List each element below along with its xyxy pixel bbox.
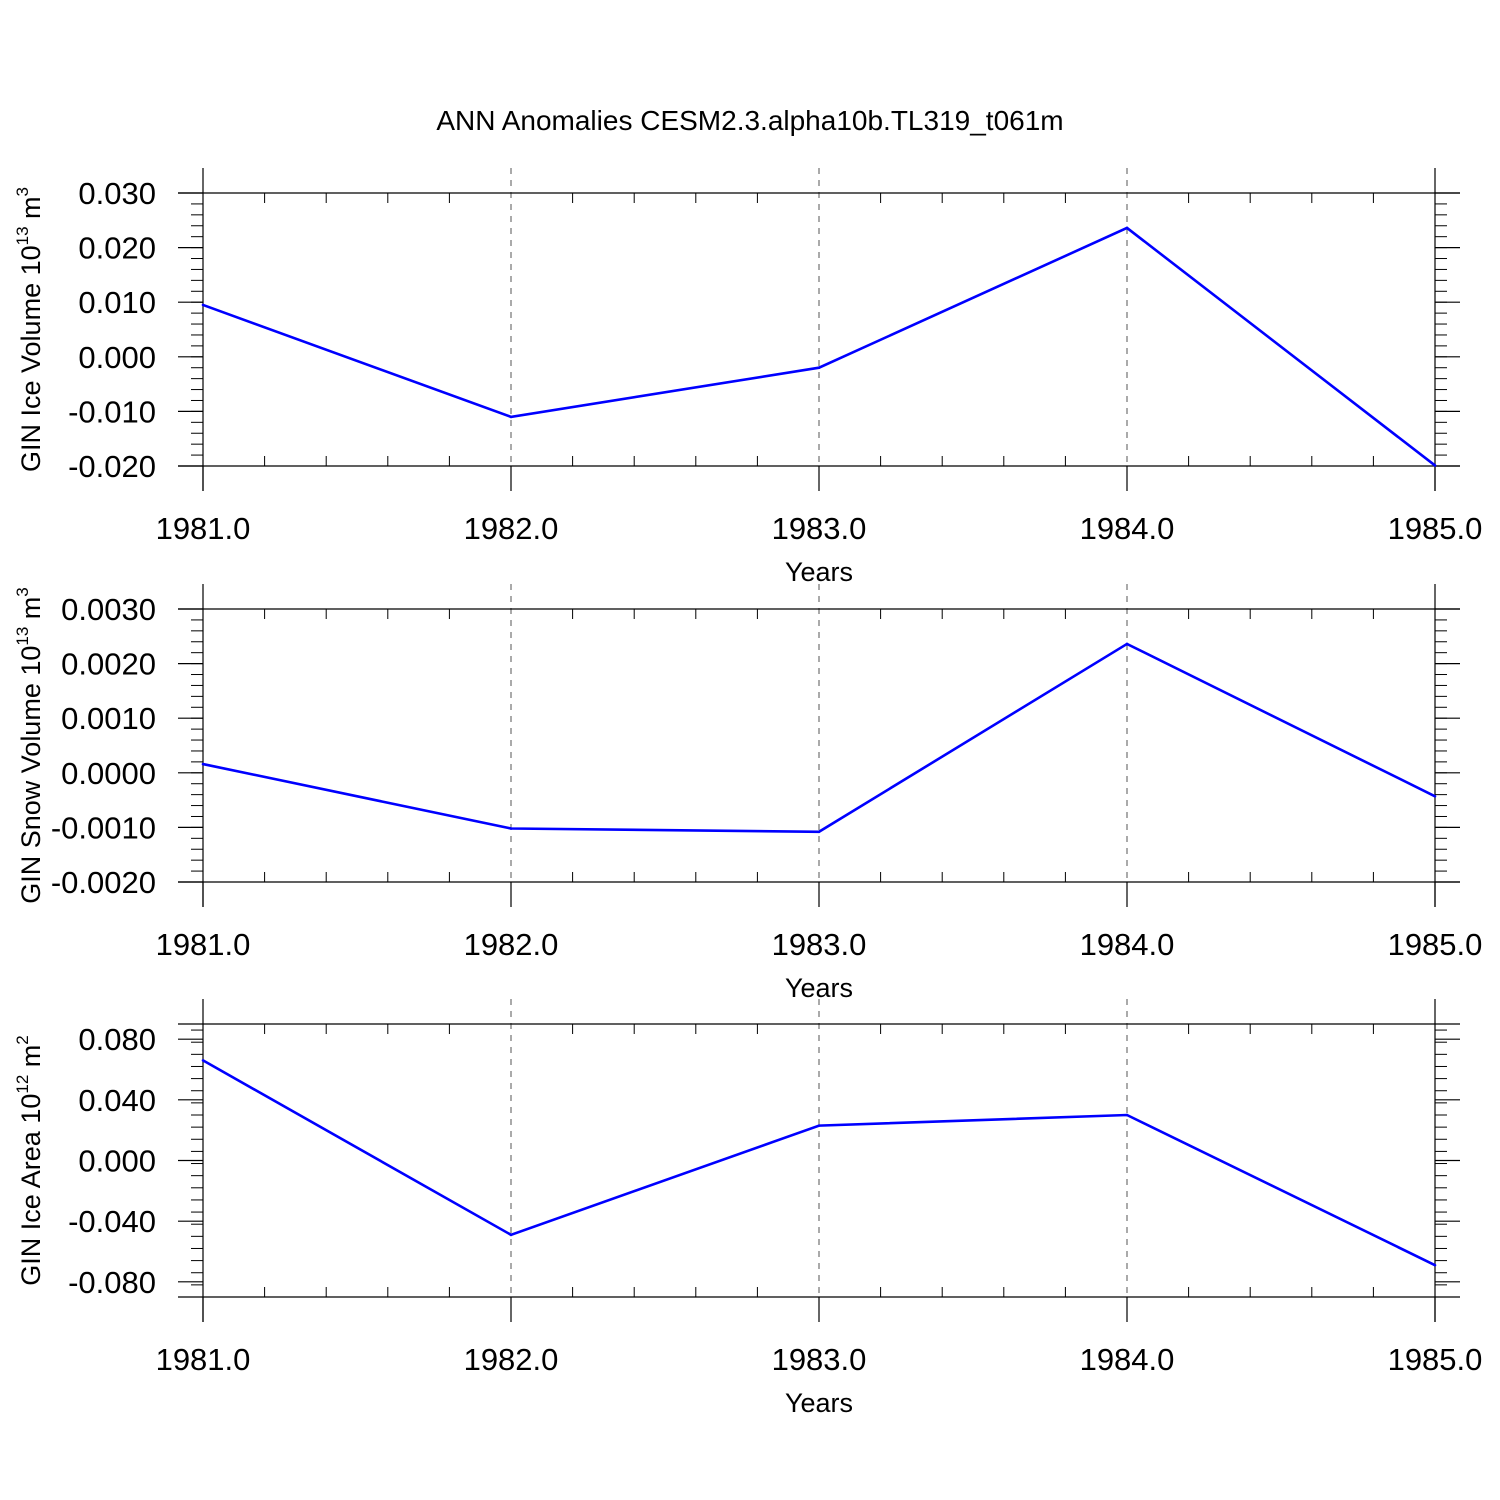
series-line [202, 226, 1436, 467]
y-axis-title: GIN Snow Volume 1013 m3 [13, 587, 46, 904]
y-axis-title-main: GIN Snow Volume 10 [16, 646, 46, 904]
y-tick-label: 0.030 [78, 176, 156, 211]
figure-title: ANN Anomalies CESM2.3.alpha10b.TL319_t06… [436, 105, 1063, 136]
data-point [509, 827, 513, 830]
y-tick-label: 0.020 [78, 231, 156, 266]
x-tick-label: 1981.0 [156, 511, 251, 546]
y-tick-label: -0.010 [68, 394, 156, 429]
x-tick-label: 1982.0 [464, 927, 559, 962]
data-point [201, 1059, 205, 1062]
series-line [202, 1059, 1436, 1267]
y-tick-label: 0.0030 [61, 592, 156, 627]
y-axis-title-exponent: 12 [13, 1075, 32, 1094]
y-tick-label: 0.0010 [61, 701, 156, 736]
data-point [817, 1124, 821, 1127]
data-point [1125, 642, 1129, 646]
y-tick-label: -0.080 [68, 1265, 156, 1300]
y-tick-label: 0.000 [78, 340, 156, 375]
y-tick-label: -0.0010 [51, 810, 156, 845]
x-tick-label: 1985.0 [1388, 927, 1483, 962]
x-axis-title: Years [785, 1388, 853, 1418]
y-axis-title-unit-exponent: 3 [13, 587, 32, 596]
data-point [509, 1233, 513, 1237]
y-tick-label: 0.080 [78, 1022, 156, 1057]
data-point [1125, 226, 1129, 230]
y-tick-label: 0.0000 [61, 756, 156, 791]
x-tick-label: 1982.0 [464, 1342, 559, 1377]
x-tick-label: 1981.0 [156, 1342, 251, 1377]
panel-3: 0.080 0.040 0.000 -0.040 -0.080 1981.0 1982.0 1… [13, 999, 1482, 1418]
data-point [1433, 794, 1437, 798]
y-axis-title-exponent: 13 [13, 627, 32, 646]
x-tick-label: 1984.0 [1080, 511, 1175, 546]
x-tick-label: 1985.0 [1388, 511, 1483, 546]
y-axis-title-unit: m [16, 196, 46, 226]
x-axis-title: Years [785, 973, 853, 1003]
y-axis-title: GIN Ice Area 1012 m2 [13, 1035, 46, 1286]
data-point [509, 415, 513, 419]
y-axis-title-unit-exponent: 3 [13, 187, 32, 196]
x-tick-label: 1981.0 [156, 927, 251, 962]
data-point [201, 303, 205, 307]
data-point [1433, 464, 1437, 467]
x-tick-label: 1983.0 [772, 1342, 867, 1377]
x-axis-title: Years [785, 557, 853, 587]
x-tick-label: 1984.0 [1080, 927, 1175, 962]
x-tick-label: 1982.0 [464, 511, 559, 546]
data-point [201, 762, 205, 766]
y-tick-label: 0.010 [78, 285, 156, 320]
y-axis-title-unit: m [16, 597, 46, 627]
panel-2: 0.00300.00200.00100.0000-0.0010-0.002019… [13, 584, 1482, 1003]
y-tick-label: -0.020 [68, 449, 156, 484]
data-point [817, 830, 821, 834]
y-axis-title-main: GIN Ice Volume 10 [16, 245, 46, 472]
y-axis-title-exponent: 13 [13, 226, 32, 245]
data-point [1433, 1263, 1437, 1267]
y-tick-label: -0.040 [68, 1204, 156, 1239]
y-tick-label: 0.040 [78, 1083, 156, 1118]
data-point [1125, 1113, 1129, 1117]
x-tick-label: 1985.0 [1388, 1342, 1483, 1377]
x-tick-label: 1983.0 [772, 927, 867, 962]
y-axis-title-unit: m [16, 1045, 46, 1075]
x-tick-label: 1984.0 [1080, 1342, 1175, 1377]
data-point [817, 366, 821, 370]
y-tick-label: 0.0020 [61, 647, 156, 682]
y-axis-title-main: GIN Ice Area 10 [16, 1094, 46, 1286]
y-axis-title-unit-exponent: 2 [13, 1035, 32, 1044]
y-tick-label: -0.0020 [51, 865, 156, 900]
y-axis-title: GIN Ice Volume 1013 m3 [13, 187, 46, 472]
x-tick-label: 1983.0 [772, 511, 867, 546]
y-tick-label: 0.000 [78, 1144, 156, 1179]
